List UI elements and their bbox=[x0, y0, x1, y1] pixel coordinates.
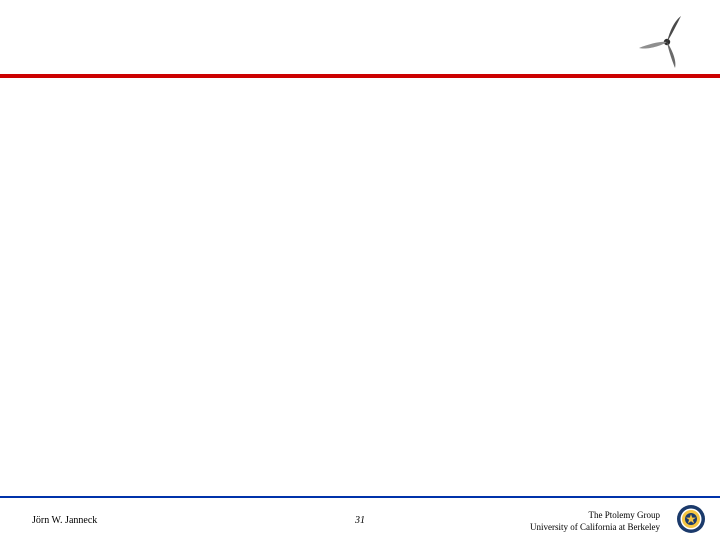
header-rule bbox=[0, 74, 720, 78]
berkeley-seal-icon bbox=[676, 504, 706, 534]
group-name: The Ptolemy Group bbox=[589, 510, 661, 520]
page-number: 31 bbox=[355, 515, 365, 526]
author-name: Jörn W. Janneck bbox=[32, 515, 97, 526]
propeller-icon bbox=[636, 10, 698, 68]
affiliation: University of California at Berkeley bbox=[530, 522, 660, 532]
footer: Jörn W. Janneck 31 The Ptolemy Group Uni… bbox=[0, 498, 720, 540]
slide: Jörn W. Janneck 31 The Ptolemy Group Uni… bbox=[0, 0, 720, 540]
header-region bbox=[0, 0, 720, 82]
